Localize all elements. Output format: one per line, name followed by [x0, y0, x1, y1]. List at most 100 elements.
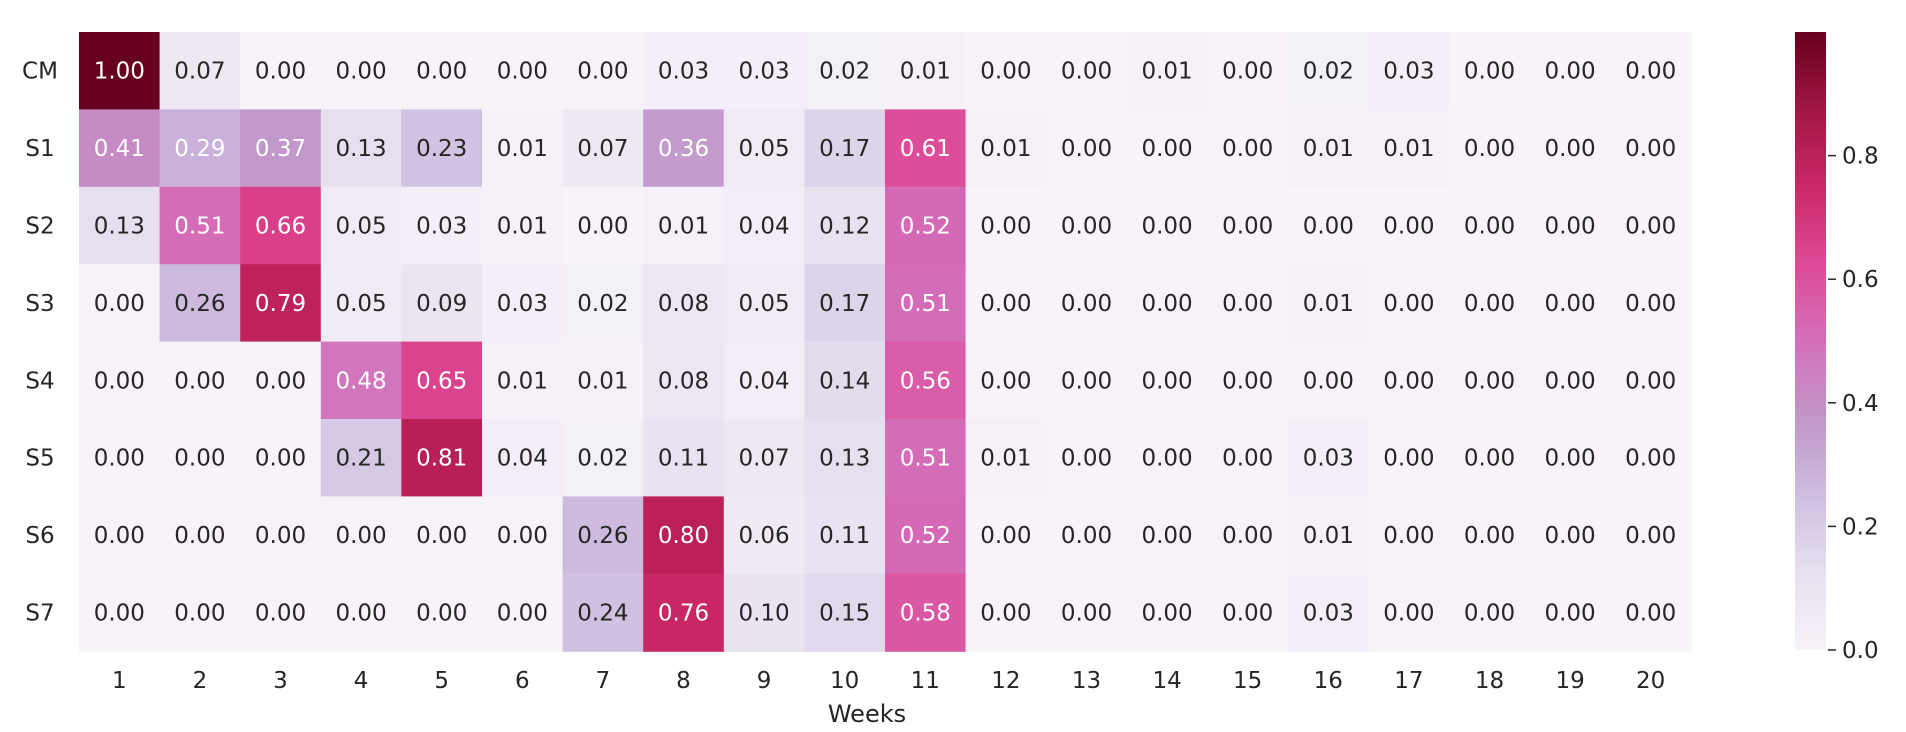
cell-value-label: 0.00	[1222, 446, 1273, 472]
heatmap-cell	[1207, 573, 1289, 652]
heatmap-cell	[562, 109, 644, 188]
cell-value-label: 0.03	[1303, 446, 1354, 472]
x-tick-label: 14	[1152, 668, 1181, 694]
heatmap-cell	[1288, 264, 1370, 343]
heatmap-cell	[1046, 186, 1128, 265]
heatmap-cell	[562, 573, 644, 652]
cell-value-label: 0.00	[94, 291, 145, 317]
cell-value-label: 0.51	[900, 446, 951, 472]
cell-value-label: 0.02	[577, 446, 628, 472]
cell-value-label: 0.04	[738, 214, 789, 240]
heatmap-cell	[240, 496, 322, 575]
heatmap-cell	[1449, 109, 1531, 188]
cell-value-label: 0.80	[658, 523, 709, 549]
cell-value-label: 0.26	[174, 291, 225, 317]
heatmap-cell	[240, 186, 322, 265]
heatmap-cell	[240, 419, 322, 497]
x-tick-label: 1	[112, 668, 127, 694]
cell-value-label: 0.00	[1141, 136, 1192, 162]
heatmap-cell	[643, 32, 725, 110]
heatmap-cell	[79, 186, 161, 265]
heatmap-cell	[1368, 573, 1450, 652]
heatmap-cell	[401, 341, 483, 420]
cell-value-label: 0.56	[900, 368, 951, 394]
cell-value-label: 0.00	[1222, 601, 1273, 627]
cell-value-label: 0.01	[1303, 136, 1354, 162]
cell-value-label: 0.00	[1141, 368, 1192, 394]
cell-value-label: 0.05	[738, 291, 789, 317]
heatmap-cell	[1529, 186, 1611, 265]
cell-value-label: 0.00	[335, 523, 386, 549]
cell-value-label: 0.00	[1383, 214, 1434, 240]
cell-value-label: 0.26	[577, 523, 628, 549]
cell-value-label: 0.01	[900, 59, 951, 85]
heatmap-cell	[1207, 264, 1289, 343]
heatmap-cell	[1207, 32, 1289, 110]
heatmap-cell	[723, 186, 805, 265]
heatmap-cell	[1610, 186, 1692, 265]
x-axis-tick-labels: 1 2 3 4 5 6 7 8 9 10 11 12 13 14 15 16 17 18 19 20	[112, 668, 1665, 694]
cell-value-label: 0.81	[416, 446, 467, 472]
heatmap-cell	[320, 186, 402, 265]
heatmap-cell	[482, 341, 564, 420]
cell-value-label: 0.00	[1061, 214, 1112, 240]
heatmap-cell	[1610, 419, 1692, 497]
x-tick-label: 19	[1555, 668, 1584, 694]
heatmap-cell	[643, 186, 725, 265]
cell-value-label: 0.36	[658, 136, 709, 162]
heatmap-cell	[1046, 109, 1128, 188]
cell-value-label: 0.01	[497, 136, 548, 162]
heatmap-cell	[159, 32, 241, 110]
cell-value-label: 0.15	[819, 601, 870, 627]
heatmap-cell	[1449, 496, 1531, 575]
cell-value-label: 0.13	[819, 446, 870, 472]
cell-value-label: 0.10	[738, 601, 789, 627]
cell-value-label: 0.00	[255, 446, 306, 472]
cell-value-label: 0.00	[1464, 601, 1515, 627]
heatmap-cell	[159, 341, 241, 420]
cell-value-label: 0.05	[738, 136, 789, 162]
cell-value-label: 0.00	[1061, 601, 1112, 627]
heatmap-cell	[1126, 573, 1208, 652]
cell-value-label: 0.02	[1303, 59, 1354, 85]
cell-value-label: 0.00	[174, 446, 225, 472]
cell-value-label: 0.00	[1222, 523, 1273, 549]
heatmap-cell	[401, 186, 483, 265]
heatmap-cell	[1046, 419, 1128, 497]
cell-value-label: 0.08	[658, 368, 709, 394]
y-tick-label: CM	[22, 59, 58, 85]
cell-value-label: 0.00	[1625, 136, 1676, 162]
cell-value-label: 0.23	[416, 136, 467, 162]
cell-value-label: 0.03	[1303, 601, 1354, 627]
x-tick-label: 13	[1072, 668, 1101, 694]
x-tick-label: 15	[1233, 668, 1262, 694]
heatmap-cells	[79, 32, 1692, 652]
cell-value-label: 0.00	[416, 59, 467, 85]
cell-value-label: 0.00	[1141, 446, 1192, 472]
heatmap-cell	[562, 32, 644, 110]
colorbar-tick-label: 0.2	[1842, 514, 1879, 540]
heatmap-cell	[1368, 186, 1450, 265]
x-tick-label: 10	[830, 668, 859, 694]
x-tick-label: 4	[354, 668, 369, 694]
colorbar: 0.0 0.2 0.4 0.6 0.8	[1795, 32, 1879, 664]
cell-value-label: 0.00	[1061, 523, 1112, 549]
x-tick-label: 3	[273, 668, 288, 694]
cell-value-label: 0.01	[980, 136, 1031, 162]
cell-value-label: 0.04	[497, 446, 548, 472]
cell-value-label: 0.00	[1625, 523, 1676, 549]
cell-value-label: 0.00	[980, 291, 1031, 317]
cell-value-label: 0.00	[497, 523, 548, 549]
cell-value-label: 0.12	[819, 214, 870, 240]
cell-value-label: 0.04	[738, 368, 789, 394]
heatmap-cell	[1126, 264, 1208, 343]
cell-value-label: 0.17	[819, 291, 870, 317]
cell-value-label: 0.01	[1303, 291, 1354, 317]
cell-value-label: 0.52	[900, 523, 951, 549]
cell-value-label: 0.00	[1625, 291, 1676, 317]
heatmap-cell	[1449, 341, 1531, 420]
heatmap-cell	[1207, 341, 1289, 420]
cell-value-label: 0.66	[255, 214, 306, 240]
cell-value-label: 0.01	[577, 368, 628, 394]
x-tick-label: 20	[1636, 668, 1665, 694]
